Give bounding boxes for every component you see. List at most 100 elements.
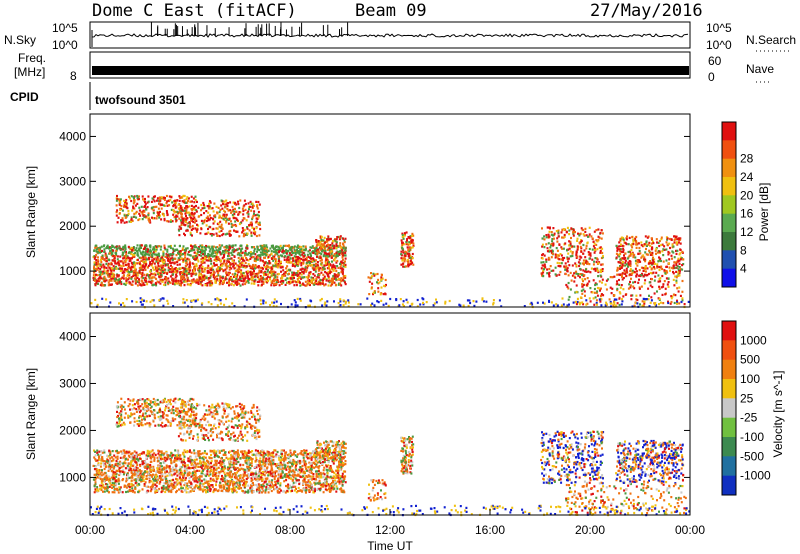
echo-point xyxy=(619,273,622,276)
echo-point xyxy=(145,248,148,251)
echo-point xyxy=(629,264,632,268)
echo-point xyxy=(620,243,622,246)
echo-point xyxy=(138,247,141,250)
echo-point xyxy=(249,221,252,224)
echo-point xyxy=(588,297,591,300)
echo-point xyxy=(384,278,387,282)
echo-point xyxy=(190,228,193,231)
echo-point xyxy=(406,246,409,249)
echo-point xyxy=(263,273,265,276)
echo-point xyxy=(173,216,176,219)
echo-point xyxy=(328,281,331,284)
echo-point xyxy=(238,254,241,257)
echo-point xyxy=(220,259,223,262)
echo-point xyxy=(382,293,385,296)
echo-point xyxy=(181,275,184,278)
echo-point xyxy=(273,258,276,261)
echo-point xyxy=(327,275,330,278)
echo-point xyxy=(544,266,547,269)
echo-point xyxy=(680,300,683,304)
echo-point xyxy=(97,259,100,262)
echo-point xyxy=(288,245,291,248)
echo-point xyxy=(558,262,561,265)
echo-point xyxy=(599,231,602,235)
echo-point xyxy=(618,283,621,286)
echo-point xyxy=(673,241,676,244)
echo-point xyxy=(318,273,321,276)
echo-point xyxy=(309,273,312,276)
echo-point xyxy=(119,255,122,258)
echo-point xyxy=(198,267,201,270)
echo-point xyxy=(305,276,308,279)
echo-point xyxy=(113,274,116,277)
echo-point xyxy=(401,246,404,249)
echo-point xyxy=(174,276,177,279)
echo-point xyxy=(340,270,343,273)
echo-point xyxy=(320,258,323,261)
echo-point xyxy=(660,286,663,289)
echo-point xyxy=(341,248,343,251)
echo-point xyxy=(182,298,185,301)
echo-point xyxy=(291,277,294,280)
echo-point xyxy=(275,305,278,308)
echo-point xyxy=(274,250,277,253)
echo-point xyxy=(212,274,215,277)
echo-point xyxy=(225,199,228,202)
echo-point xyxy=(644,260,647,263)
echo-point xyxy=(268,260,271,263)
echo-point xyxy=(303,268,306,271)
echo-point xyxy=(639,260,642,263)
echo-point xyxy=(236,218,239,221)
echo-point xyxy=(667,281,670,284)
echo-point xyxy=(210,234,213,237)
echo-point xyxy=(419,303,422,306)
echo-point xyxy=(245,298,248,301)
echo-point xyxy=(330,250,333,253)
echo-point xyxy=(400,250,403,253)
echo-point xyxy=(206,266,209,269)
echo-point xyxy=(109,283,112,286)
echo-point xyxy=(124,261,127,264)
echo-point xyxy=(226,265,228,268)
echo-point xyxy=(637,242,640,245)
echo-point xyxy=(227,259,230,262)
echo-point xyxy=(155,205,158,208)
echo-point xyxy=(261,266,264,270)
echo-point xyxy=(107,262,110,265)
echo-point xyxy=(372,291,375,294)
echo-point xyxy=(662,260,665,263)
echo-point xyxy=(323,275,326,278)
echo-point xyxy=(616,280,618,283)
echo-point xyxy=(111,259,114,262)
echo-point xyxy=(608,298,611,301)
echo-point xyxy=(181,247,184,250)
echo-point xyxy=(657,241,660,244)
echo-point xyxy=(155,281,158,285)
echo-point xyxy=(274,276,277,279)
echo-point xyxy=(574,231,576,234)
echo-point xyxy=(377,290,380,293)
echo-point xyxy=(179,279,182,282)
echo-point xyxy=(411,241,414,244)
echo-point xyxy=(177,259,180,262)
echo-point xyxy=(444,300,447,303)
echo-point xyxy=(286,281,289,284)
echo-point xyxy=(193,272,196,275)
echo-point xyxy=(122,245,125,248)
echo-point xyxy=(202,278,205,281)
echo-point xyxy=(330,282,333,285)
echo-point xyxy=(195,265,198,268)
echo-point xyxy=(260,486,263,489)
echo-point xyxy=(652,240,654,243)
echo-point xyxy=(116,194,118,198)
echo-point xyxy=(679,256,682,259)
echo-point xyxy=(223,254,225,257)
echo-point xyxy=(156,272,159,275)
echo-point xyxy=(182,253,184,256)
echo-point xyxy=(409,255,412,258)
echo-point xyxy=(165,279,168,282)
echo-point xyxy=(136,274,139,277)
echo-point xyxy=(299,259,302,263)
echo-point xyxy=(271,257,273,260)
